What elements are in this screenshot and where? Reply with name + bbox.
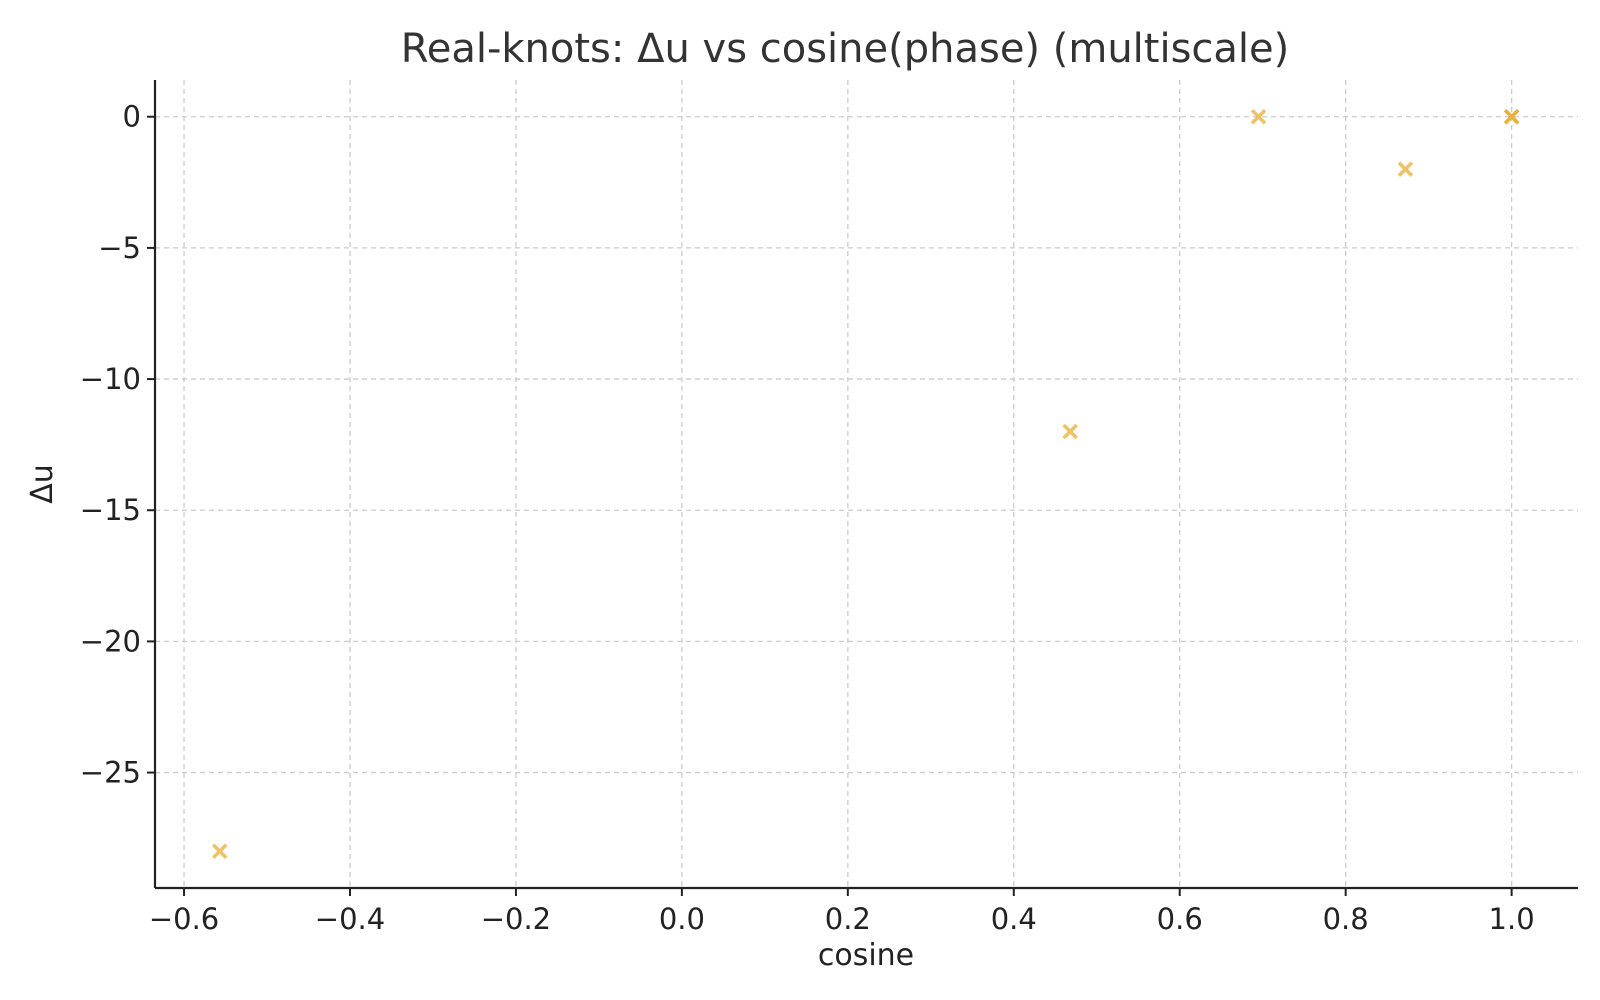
x-axis-ticks: −0.6 −0.4 −0.2 0.0 0.2 0.4 0.6 0.8 1.0 — [149, 888, 1535, 936]
data-point-x-marker — [1397, 161, 1414, 177]
y-tick-label: −20 — [80, 624, 141, 658]
x-tick-label: −0.6 — [149, 902, 219, 936]
marker-stroke — [1397, 161, 1414, 177]
y-tick-label: −5 — [98, 231, 141, 265]
data-point-x-marker — [1250, 108, 1267, 125]
x-tick-label: −0.2 — [481, 902, 551, 936]
y-axis-label: Δu — [25, 464, 60, 504]
data-points — [211, 108, 1520, 860]
y-tick-label: −10 — [80, 362, 141, 396]
x-axis-label: cosine — [818, 938, 914, 973]
x-tick-label: 0.4 — [991, 902, 1037, 936]
y-axis-ticks: 0 −5 −10 −15 −20 −25 — [80, 100, 155, 790]
marker-stroke — [1062, 423, 1078, 440]
x-tick-label: 0.0 — [659, 902, 705, 936]
x-tick-label: 0.6 — [1157, 902, 1203, 936]
y-tick-label: −15 — [80, 493, 141, 527]
y-tick-label: −25 — [80, 756, 141, 790]
x-tick-label: 1.0 — [1489, 902, 1535, 936]
marker-stroke — [1250, 108, 1267, 125]
y-tick-label: 0 — [123, 100, 141, 134]
data-point-x-marker — [1503, 108, 1520, 125]
axes-spines — [153, 80, 1578, 890]
marker-stroke — [1503, 108, 1520, 125]
x-tick-label: 0.2 — [825, 902, 871, 936]
data-point-x-marker — [1062, 423, 1078, 440]
x-tick-label: −0.4 — [315, 902, 385, 936]
x-tick-label: 0.8 — [1323, 902, 1369, 936]
data-point-x-marker — [211, 843, 228, 860]
grid — [155, 80, 1578, 888]
chart-title: Real-knots: Δu vs cosine(phase) (multisc… — [401, 26, 1290, 72]
marker-stroke — [211, 843, 228, 860]
